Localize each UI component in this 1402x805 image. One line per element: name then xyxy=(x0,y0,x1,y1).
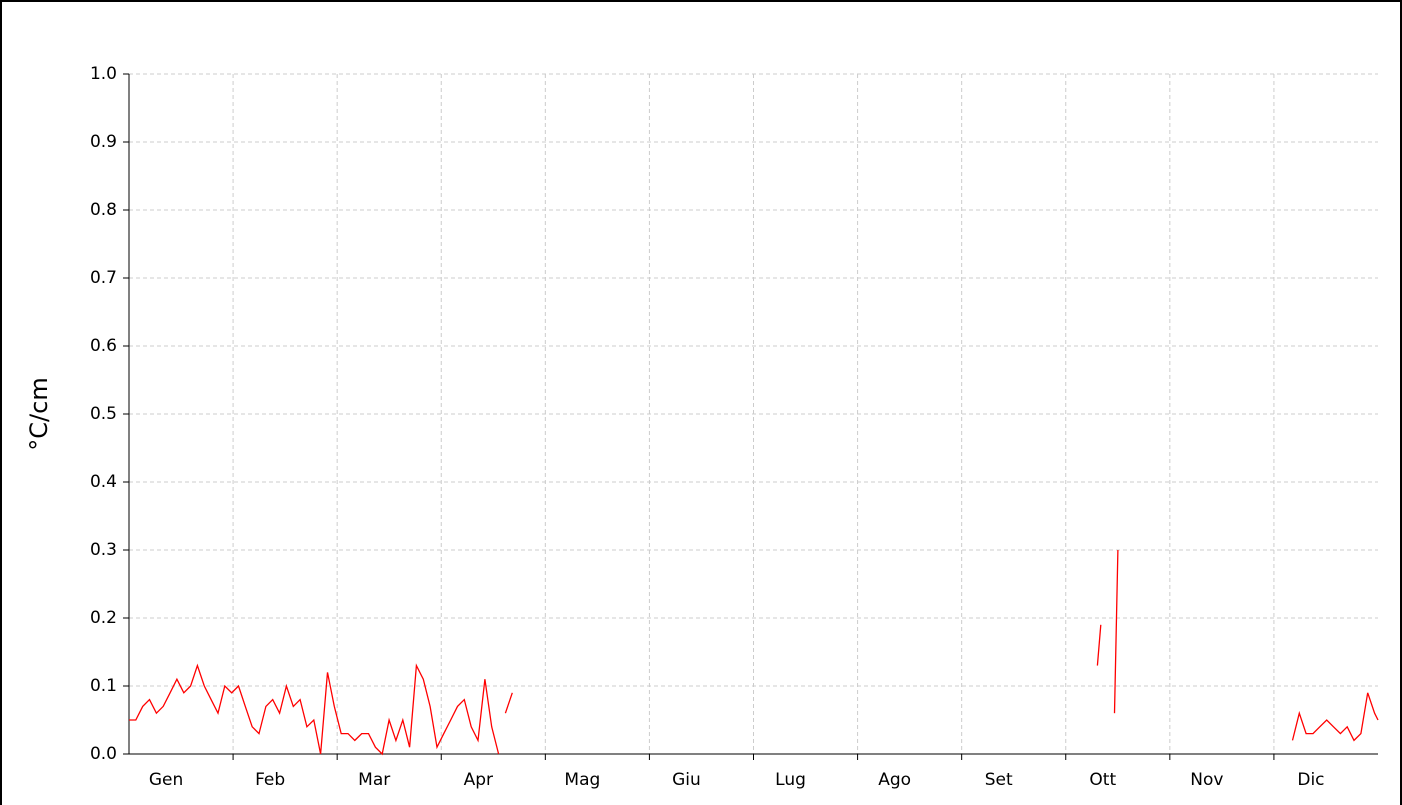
x-tick-label: Ott xyxy=(1089,770,1116,790)
y-tick-label: 0.4 xyxy=(90,472,117,492)
y-tick-label: 0.7 xyxy=(90,268,117,288)
y-tick-label: 0.0 xyxy=(90,744,117,764)
y-tick-label: 0.9 xyxy=(90,132,117,152)
x-tick-label: Lug xyxy=(775,770,806,790)
y-axis-label: °C/cm xyxy=(25,377,53,450)
x-tick-label: Feb xyxy=(255,770,285,790)
y-tick-label: 1.0 xyxy=(90,64,117,84)
x-tick-label: Giu xyxy=(672,770,701,790)
x-tick-label: Apr xyxy=(464,770,493,790)
x-tick-label: Ago xyxy=(878,770,911,790)
y-tick-label: 0.8 xyxy=(90,200,117,220)
y-tick-label: 0.1 xyxy=(90,676,117,696)
data-line xyxy=(129,549,1379,756)
y-tick-label: 0.6 xyxy=(90,336,117,356)
y-tick-label: 0.2 xyxy=(90,608,117,628)
x-tick-label: Set xyxy=(985,770,1013,790)
y-tick-label: 0.5 xyxy=(90,404,117,424)
x-tick-label: Mag xyxy=(564,770,600,790)
x-tick-label: Nov xyxy=(1190,770,1223,790)
y-tick-label: 0.3 xyxy=(90,540,117,560)
x-tick-label: Gen xyxy=(149,770,183,790)
x-tick-label: Mar xyxy=(358,770,390,790)
x-tick-label: Dic xyxy=(1297,770,1324,790)
